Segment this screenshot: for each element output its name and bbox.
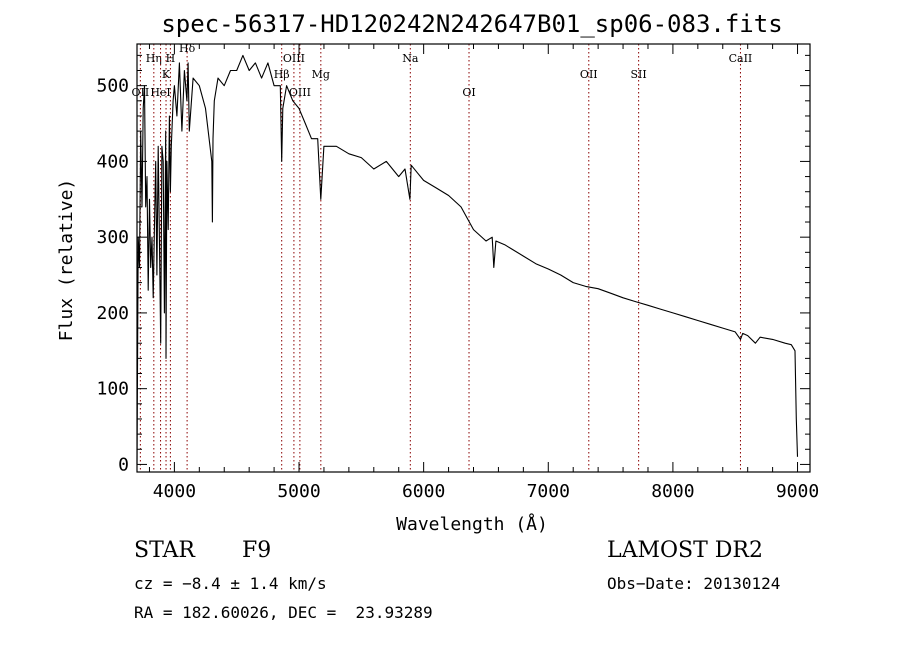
series-group [136,54,799,465]
line-marker-label-6: Hβ [274,68,290,81]
y-axis-label: Flux (relative) [56,179,77,342]
line-marker-label-14: CaII [729,52,753,65]
axis-ticks: 4000 5000 6000 7000 8000 9000 0 100 200 300 400 500 [96,44,819,502]
x-tick-label-4: 8000 [651,481,694,502]
plot-frame [136,43,811,473]
y-tick-label-5: 500 [96,76,129,97]
line-marker-label-9: Mg [312,68,330,81]
subclass-label: F9 [242,538,272,563]
line-marker-label-5: Hδ [179,42,196,55]
spectrum-chart: spec-56317-HD120242N242647B01_sp06-083.f… [56,10,819,535]
chart-title: spec-56317-HD120242N242647B01_sp06-083.f… [161,10,782,38]
survey-label: LAMOST DR2 [607,538,763,563]
line-marker-label-12: OII [580,68,598,81]
x-tick-label-0: 4000 [153,481,196,502]
coords-label: RA = 182.60026, DEC = 23.93289 [134,603,433,622]
x-axis-label: Wavelength (Å) [396,513,548,535]
line-marker-label-11: OI [462,86,475,99]
line-marker-label-4: HeI [150,86,170,99]
line-marker-label-2: K [162,68,171,81]
line-marker-label-3: OII [132,86,150,99]
series-line-0 [136,54,799,465]
line-marker-label-0: Hη [146,52,162,65]
y-tick-label-2: 200 [96,303,129,324]
y-tick-label-4: 400 [96,151,129,172]
line-marker-label-8: OIII [289,86,311,99]
y-tick-label-3: 300 [96,227,129,248]
y-tick-label-0: 0 [118,454,129,475]
line-marker-label-10: Na [402,52,419,65]
line-marker-label-13: SII [631,68,647,81]
obs-date-label: Obs−Date: 20130124 [607,574,781,593]
class-label: STAR [134,538,195,563]
line-marker-label-1: H [166,52,176,65]
y-tick-label-1: 100 [96,379,129,400]
line-marker-label-7: OIII [283,52,305,65]
x-tick-label-3: 7000 [527,481,570,502]
redshift-label: cz = −8.4 ± 1.4 km/s [134,574,327,593]
x-tick-label-5: 9000 [776,481,819,502]
x-tick-label-2: 6000 [402,481,445,502]
x-tick-label-1: 5000 [277,481,320,502]
